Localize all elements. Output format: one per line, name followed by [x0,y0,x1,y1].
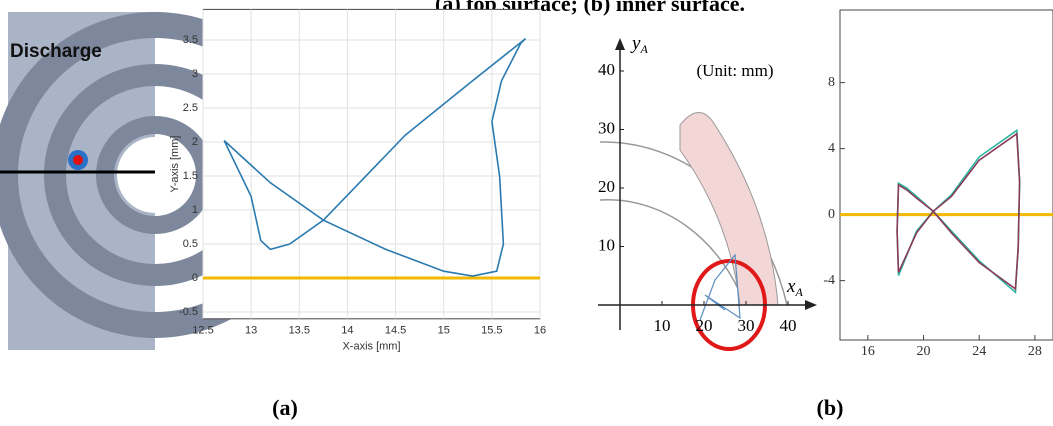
x-tick-label: 14 [341,325,353,337]
x-tick-label: 15 [438,325,450,337]
x-tick-label: 14.5 [385,325,406,337]
y-tick-label: 1 [192,204,198,216]
panel-label: (b) [817,395,844,420]
x-axis-label: xA [786,276,803,298]
diagram-shapes [600,113,787,350]
plot-area [840,10,1053,340]
x-tick-label: 13 [245,325,257,337]
y-tick-label: 2 [192,136,198,148]
x-tick-label: 15.5 [481,325,502,337]
y-axis-label-text: y [630,33,641,54]
panel-label: (a) [272,395,298,420]
x-tick-label: 30 [738,316,755,335]
arrow [805,300,817,310]
y-tick-label: 0 [828,207,835,222]
x-tick-label: 24 [972,344,986,359]
x-tick-label: 10 [654,316,671,335]
x-tick-label: 40 [780,316,797,335]
figure: (a) top surface; (b) inner surface. Disc… [0,0,1053,426]
discharge-label: Discharge [10,41,102,62]
y-tick-label: 0 [192,272,198,284]
y-tick-label: 30 [598,118,615,137]
y-tick-label: 0.5 [183,238,198,250]
x-tick-label: 16 [534,325,546,337]
x-axis-label-subscript: A [794,285,803,299]
y-tick-label: 2.5 [183,102,198,114]
y-tick-label: 40 [598,60,615,79]
y-tick-label: 10 [598,235,615,254]
y-tick-label: 1.5 [183,170,198,182]
y-tick-label: 20 [598,177,615,196]
arrow [615,38,625,50]
y-axis-label: yA [630,33,648,55]
x-tick-label: 28 [1028,344,1042,359]
y-tick-label: -0.5 [179,306,198,318]
x-tick-label: 20 [917,344,931,359]
y-axis-label-subscript: A [639,42,648,56]
unit-note: (Unit: mm) [697,61,774,80]
x-tick-label: 12.5 [192,325,213,337]
x-axis-label: X-axis [mm] [342,341,400,353]
x-tick-label: 16 [861,344,875,359]
x-tick-label: 13.5 [289,325,310,337]
x-tick-label: 20 [696,316,713,335]
y-tick-label: 8 [828,75,835,90]
y-tick-label: 4 [828,141,835,156]
y-tick-label: 3.5 [183,34,198,46]
y-tick-label: 3 [192,68,198,80]
y-axis-label: Y-axis [mm] [169,136,181,193]
y-tick-label: -4 [823,273,835,288]
